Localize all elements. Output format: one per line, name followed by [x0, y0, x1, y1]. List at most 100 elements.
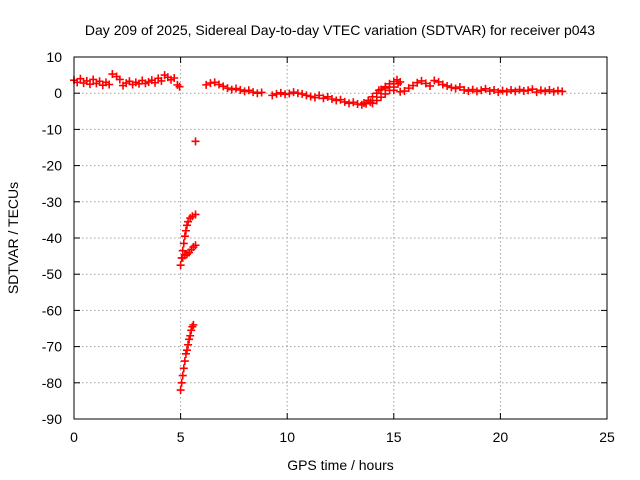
data-point: [396, 77, 405, 86]
data-point: [302, 91, 311, 100]
data-point: [105, 80, 114, 89]
data-point: [368, 99, 377, 108]
data-point: [345, 99, 354, 108]
data-point: [536, 86, 545, 95]
data-point: [187, 326, 196, 335]
data-point: [181, 226, 190, 235]
data-point: [421, 79, 430, 88]
data-point: [455, 83, 464, 92]
data-point: [191, 210, 200, 219]
data-point: [381, 84, 390, 93]
y-tick-label: -20: [42, 158, 62, 174]
data-point: [404, 84, 413, 93]
data-point: [285, 89, 294, 98]
y-tick-label: -50: [42, 266, 62, 282]
data-point: [315, 91, 324, 100]
data-point: [364, 96, 373, 105]
data-point: [477, 86, 486, 95]
y-tick-label: -30: [42, 194, 62, 210]
data-point: [289, 88, 298, 97]
data-point: [175, 82, 184, 91]
data-point: [340, 97, 349, 106]
data-point: [176, 261, 185, 270]
data-point: [485, 87, 494, 96]
data-point: [408, 81, 417, 90]
data-point: [182, 221, 191, 230]
data-point: [545, 85, 554, 94]
data-point: [202, 80, 211, 89]
y-tick-label: 10: [46, 49, 62, 65]
data-point: [464, 87, 473, 96]
x-axis-label: GPS time / hours: [287, 457, 394, 473]
data-point: [232, 84, 241, 93]
data-point: [178, 246, 187, 255]
data-point: [177, 378, 186, 387]
data-point: [490, 85, 499, 94]
data-point: [191, 137, 200, 146]
data-point: [157, 76, 166, 85]
data-point: [472, 87, 481, 96]
data-point: [374, 86, 383, 95]
data-point: [76, 74, 85, 83]
data-point: [176, 386, 185, 395]
data-point: [498, 86, 507, 95]
data-point: [186, 331, 195, 340]
data-point: [438, 80, 447, 89]
data-point: [181, 349, 190, 358]
data-point: [276, 88, 285, 97]
data-point: [180, 357, 189, 366]
data-point: [389, 86, 398, 95]
y-axis-label: SDTVAR / TECUs: [5, 182, 21, 294]
data-point: [426, 81, 435, 90]
data-point: [179, 239, 188, 248]
data-point: [417, 76, 426, 85]
grid-lines: [74, 57, 607, 419]
data-point: [179, 364, 188, 373]
data-point: [377, 93, 386, 102]
data-point: [180, 232, 189, 241]
data-point: [272, 89, 281, 98]
y-tick-label: -70: [42, 339, 62, 355]
data-point: [400, 87, 409, 96]
y-tick-label: -10: [42, 121, 62, 137]
data-point: [549, 87, 558, 96]
data-point: [210, 78, 219, 87]
data-point: [430, 76, 439, 85]
data-point: [447, 83, 456, 92]
y-tick-label: 0: [54, 85, 62, 101]
data-point: [236, 85, 245, 94]
data-point: [310, 93, 319, 102]
data-point: [434, 77, 443, 86]
data-point: [240, 87, 249, 96]
x-tick-label: 0: [70, 429, 78, 445]
data-point: [460, 85, 469, 94]
data-series: [70, 70, 567, 395]
data-point: [223, 84, 232, 93]
data-point: [349, 98, 358, 107]
data-point: [219, 82, 228, 91]
data-point: [268, 91, 277, 100]
data-point: [319, 94, 328, 103]
data-point: [189, 320, 198, 329]
data-point: [481, 84, 490, 93]
x-tick-label: 10: [279, 429, 295, 445]
y-tick-label: -90: [42, 411, 62, 427]
data-point: [468, 85, 477, 94]
data-point: [507, 85, 516, 94]
y-tick-label: -80: [42, 375, 62, 391]
data-point: [244, 86, 253, 95]
data-point: [524, 86, 533, 95]
y-tick-label: -40: [42, 230, 62, 246]
x-tick-label: 25: [599, 429, 615, 445]
x-tick-label: 20: [493, 429, 509, 445]
data-point: [327, 94, 336, 103]
data-point: [257, 88, 266, 97]
data-point: [528, 85, 537, 94]
data-point: [532, 88, 541, 97]
data-point: [115, 75, 124, 84]
x-tick-label: 15: [386, 429, 402, 445]
data-point: [184, 340, 193, 349]
data-point: [249, 88, 258, 97]
data-point: [413, 78, 422, 87]
data-point: [185, 335, 194, 344]
